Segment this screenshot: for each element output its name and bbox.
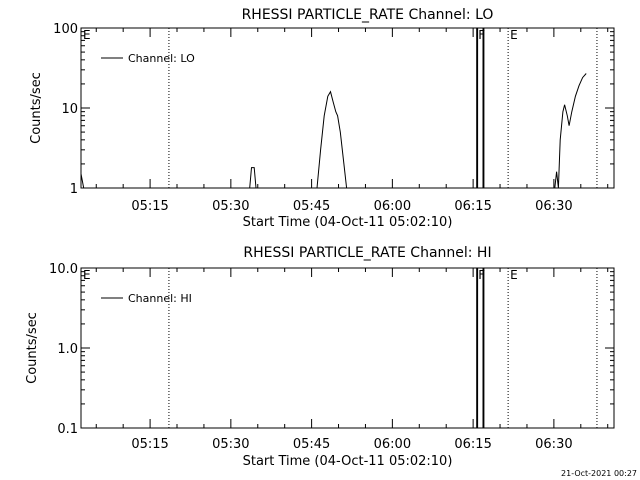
x-tick-label: 06:00	[374, 199, 411, 214]
footer-timestamp: 21-Oct-2021 00:27	[561, 469, 637, 478]
event-marker-label: E	[510, 28, 518, 42]
legend-label: Channel: HI	[128, 292, 192, 305]
y-tick-label: 0.1	[57, 422, 78, 437]
x-tick-label: 05:45	[293, 437, 330, 452]
x-tick-label: 06:30	[535, 199, 572, 214]
y-axis-label: Counts/sec	[29, 72, 44, 144]
x-tick-label: 05:15	[131, 437, 168, 452]
x-tick-label: 05:15	[131, 199, 168, 214]
chart-title: RHESSI PARTICLE_RATE Channel: LO	[242, 7, 494, 23]
y-tick-label: 10.0	[49, 262, 78, 277]
x-tick-label: 05:45	[293, 199, 330, 214]
event-marker-label: E	[83, 268, 91, 282]
x-tick-label: 06:15	[454, 199, 491, 214]
y-axis-label: Counts/sec	[25, 312, 40, 384]
y-tick-label: 1.0	[57, 342, 78, 357]
event-marker-label: F	[478, 268, 485, 282]
x-axis-label: Start Time (04-Oct-11 05:02:10)	[243, 215, 453, 230]
legend-label: Channel: LO	[128, 52, 195, 65]
x-axis-label: Start Time (04-Oct-11 05:02:10)	[243, 454, 453, 469]
y-tick-label: 1	[70, 182, 78, 197]
x-tick-label: 05:30	[212, 437, 249, 452]
x-tick-label: 05:30	[212, 199, 249, 214]
y-tick-label: 10	[61, 102, 78, 117]
data-series-line	[476, 267, 485, 428]
x-tick-label: 06:30	[535, 437, 572, 452]
x-tick-label: 06:00	[374, 437, 411, 452]
chart-title: RHESSI PARTICLE_RATE Channel: HI	[243, 245, 491, 261]
event-marker-label: F	[478, 28, 485, 42]
data-series-line	[80, 27, 587, 189]
event-marker-label: E	[83, 28, 91, 42]
event-marker-label: E	[510, 268, 518, 282]
x-tick-label: 06:15	[454, 437, 491, 452]
y-tick-label: 100	[53, 22, 78, 37]
